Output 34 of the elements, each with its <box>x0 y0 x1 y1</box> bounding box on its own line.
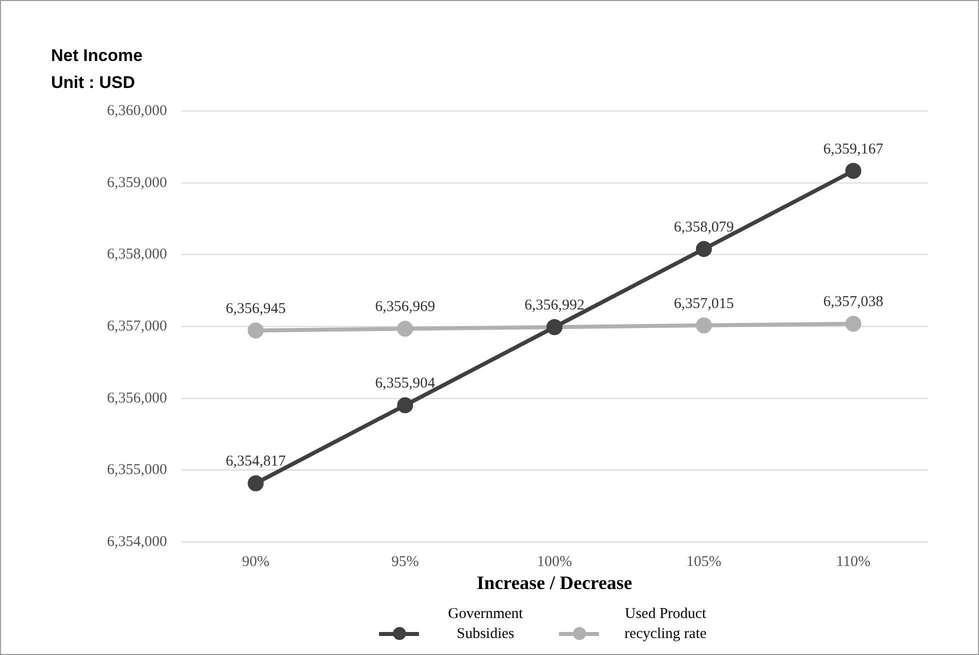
x-tick-label: 110% <box>836 554 871 570</box>
x-axis-title: Increase / Decrease <box>476 573 634 595</box>
x-tick-label: 95% <box>391 554 419 570</box>
y-tick-label: 6,358,000 <box>107 246 167 263</box>
point <box>397 397 414 414</box>
x-tick-label: 105% <box>686 554 722 570</box>
y-tick-label: 6,355,000 <box>107 462 167 478</box>
point <box>696 317 712 334</box>
y-tick-label: 6,356,000 <box>107 390 167 406</box>
y-tick-label: 6,359,000 <box>107 174 167 191</box>
data-label: 6,354,817 <box>226 454 286 470</box>
data-label: 6,355,904 <box>375 376 436 392</box>
data-label: 6,359,167 <box>823 141 884 158</box>
legend-label: Used Product recycling rate <box>623 605 708 644</box>
data-label: 6,356,945 <box>226 300 286 317</box>
point <box>845 316 862 332</box>
data-label: 6,358,079 <box>674 219 734 236</box>
data-label: 6,356,992 <box>524 298 584 314</box>
data-label: 6,357,038 <box>823 294 884 310</box>
point <box>397 320 414 337</box>
x-tick-label: 100% <box>537 554 572 570</box>
legend-label: Government Subsidies <box>447 605 524 644</box>
y-tick-label: 6,354,000 <box>107 534 167 550</box>
point <box>696 240 712 257</box>
y-axis-title: Net Income <box>51 46 143 66</box>
point <box>248 322 264 338</box>
y-tick-label: 6,357,000 <box>107 318 167 334</box>
x-tick-label: 90% <box>242 554 270 570</box>
data-label: 6,357,015 <box>674 296 734 312</box>
y-tick-label: 6,360,000 <box>107 102 167 119</box>
data-label: 6,356,969 <box>375 299 436 316</box>
point <box>248 475 264 492</box>
text: Unit : USD <box>51 73 136 93</box>
point <box>845 162 862 179</box>
